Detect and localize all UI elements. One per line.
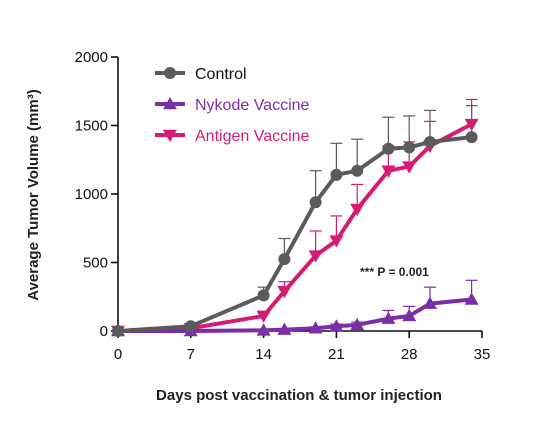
data-point-antigen-vaccine bbox=[329, 235, 344, 248]
y-tick-label: 0 bbox=[100, 323, 108, 340]
y-tick-label: 1500 bbox=[75, 118, 108, 135]
x-tick-label: 7 bbox=[187, 346, 195, 363]
legend-item-nykode-vaccine: Nykode Vaccine bbox=[155, 97, 310, 114]
y-ticks: 0 500 1000 1500 2000 bbox=[75, 49, 118, 340]
data-point-antigen-vaccine bbox=[277, 286, 292, 299]
x-tick-label: 14 bbox=[255, 346, 272, 363]
data-point-control bbox=[184, 320, 197, 333]
data-point-nykode-vaccine bbox=[329, 319, 344, 332]
series-line-antigen-vaccine bbox=[117, 122, 473, 333]
p-value-annotation: *** P = 0.001 bbox=[360, 265, 429, 279]
legend: Control Nykode Vaccine Antigen Vaccine bbox=[155, 66, 310, 145]
data-point-control bbox=[257, 289, 270, 302]
legend-item-antigen-vaccine: Antigen Vaccine bbox=[155, 128, 310, 145]
data-point-antigen-vaccine bbox=[381, 165, 396, 178]
data-point-antigen-vaccine bbox=[256, 310, 271, 323]
data-point-control bbox=[278, 253, 291, 266]
y-tick-label: 1000 bbox=[75, 186, 108, 203]
data-point-nykode-vaccine bbox=[402, 308, 417, 322]
x-tick-label: 28 bbox=[401, 346, 418, 363]
data-point-control bbox=[112, 325, 124, 337]
data-point-control bbox=[309, 196, 322, 209]
x-axis-label: Days post vaccination & tumor injection bbox=[156, 387, 442, 404]
data-point-control bbox=[351, 164, 364, 177]
legend-marker bbox=[164, 67, 176, 79]
legend-marker bbox=[163, 97, 177, 110]
y-tick-label: 500 bbox=[83, 255, 108, 272]
x-tick-label: 35 bbox=[474, 346, 491, 363]
data-point-nykode-vaccine bbox=[277, 322, 292, 335]
series-line-control bbox=[117, 135, 472, 333]
data-point-nykode-vaccine bbox=[381, 311, 396, 324]
legend-marker bbox=[163, 129, 177, 142]
data-point-control bbox=[330, 168, 343, 181]
data-point-control bbox=[465, 131, 478, 144]
x-tick-label: 21 bbox=[328, 346, 345, 363]
legend-label: Control bbox=[195, 66, 247, 83]
data-point-antigen-vaccine bbox=[308, 250, 323, 263]
data-point-control bbox=[403, 141, 416, 154]
x-ticks: 0 7 14 21 28 35 bbox=[114, 331, 491, 363]
x-tick-label: 0 bbox=[114, 346, 122, 363]
legend-item-control: Control bbox=[155, 66, 247, 83]
legend-label: Antigen Vaccine bbox=[195, 128, 310, 145]
data-point-nykode-vaccine bbox=[256, 323, 271, 336]
data-point-nykode-vaccine bbox=[423, 296, 437, 309]
data-point-control bbox=[382, 142, 395, 155]
series-nykode-vaccine bbox=[111, 279, 479, 337]
data-point-antigen-vaccine bbox=[402, 161, 417, 174]
data-point-nykode-vaccine bbox=[308, 321, 323, 334]
legend-label: Nykode Vaccine bbox=[195, 97, 310, 114]
series-layer bbox=[111, 98, 479, 338]
data-point-antigen-vaccine bbox=[350, 203, 365, 217]
y-axis-label: Average Tumor Volume (mm³) bbox=[25, 89, 42, 300]
y-tick-label: 2000 bbox=[75, 49, 108, 66]
data-point-nykode-vaccine bbox=[350, 317, 365, 331]
series-control bbox=[112, 105, 478, 337]
data-point-nykode-vaccine bbox=[464, 292, 479, 305]
data-point-control bbox=[424, 135, 436, 148]
axes: 0 500 1000 1500 2000 0 7 14 21 28 35 bbox=[75, 49, 491, 363]
